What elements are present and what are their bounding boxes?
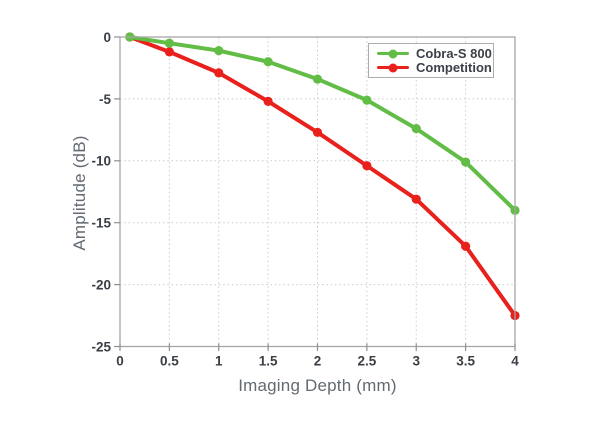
x-tick-label: 1.5 xyxy=(259,354,278,369)
data-point-cobra-s-800-7 xyxy=(461,157,471,167)
y-tick-label: -5 xyxy=(99,92,111,107)
data-point-cobra-s-800-5 xyxy=(362,95,372,105)
x-axis-title: Imaging Depth (mm) xyxy=(238,376,397,395)
y-axis-title: Amplitude (dB) xyxy=(70,135,89,251)
x-tick-label: 3.5 xyxy=(456,354,475,369)
legend-line-marker-icon xyxy=(377,49,409,58)
axes: 0 0.5 1 1.5 2 2.5 3 3.5 4 0 -5 -10 -15 -20 -25 xyxy=(91,30,519,369)
gridlines xyxy=(120,37,515,347)
x-tick-label: 0.5 xyxy=(160,354,179,369)
x-tick-label: 3 xyxy=(412,354,420,369)
data-point-competition-1 xyxy=(164,47,174,57)
data-point-cobra-s-800-6 xyxy=(411,124,421,134)
legend-label: Cobra-S 800 xyxy=(416,46,492,61)
x-tick-label: 0 xyxy=(116,354,124,369)
legend-dot-icon xyxy=(388,49,398,58)
data-point-competition-4 xyxy=(312,127,323,137)
data-series xyxy=(125,32,520,321)
data-point-competition-2 xyxy=(214,68,224,78)
legend-dot-icon xyxy=(388,63,398,72)
series-line-competition xyxy=(127,35,517,318)
y-tick-label: -25 xyxy=(91,339,111,354)
data-point-cobra-s-800-1 xyxy=(164,38,174,48)
y-tick-label: 0 xyxy=(103,30,111,45)
legend-item-cobra-s-800: Cobra-S 800 xyxy=(377,46,492,61)
data-point-cobra-s-800-3 xyxy=(263,57,273,67)
data-point-cobra-s-800-2 xyxy=(214,46,224,56)
x-tick-label: 2 xyxy=(314,354,322,369)
data-point-competition-6 xyxy=(411,194,421,204)
x-tick-label: 4 xyxy=(511,354,519,369)
data-point-competition-7 xyxy=(461,241,471,251)
x-tick-label: 2.5 xyxy=(357,354,376,369)
legend-label: Competition xyxy=(416,60,492,75)
y-tick-label: -20 xyxy=(91,277,111,292)
y-tick-label: -15 xyxy=(91,216,111,231)
y-tick-label: -10 xyxy=(91,154,111,169)
legend-item-competition: Competition xyxy=(377,60,492,75)
data-point-competition-3 xyxy=(263,96,273,106)
x-tick-label: 1 xyxy=(215,354,223,369)
data-point-cobra-s-800-4 xyxy=(312,74,323,84)
data-point-competition-5 xyxy=(362,161,372,171)
legend-line-marker-icon xyxy=(377,63,409,72)
legend: Cobra-S 800 Competition xyxy=(368,43,494,78)
